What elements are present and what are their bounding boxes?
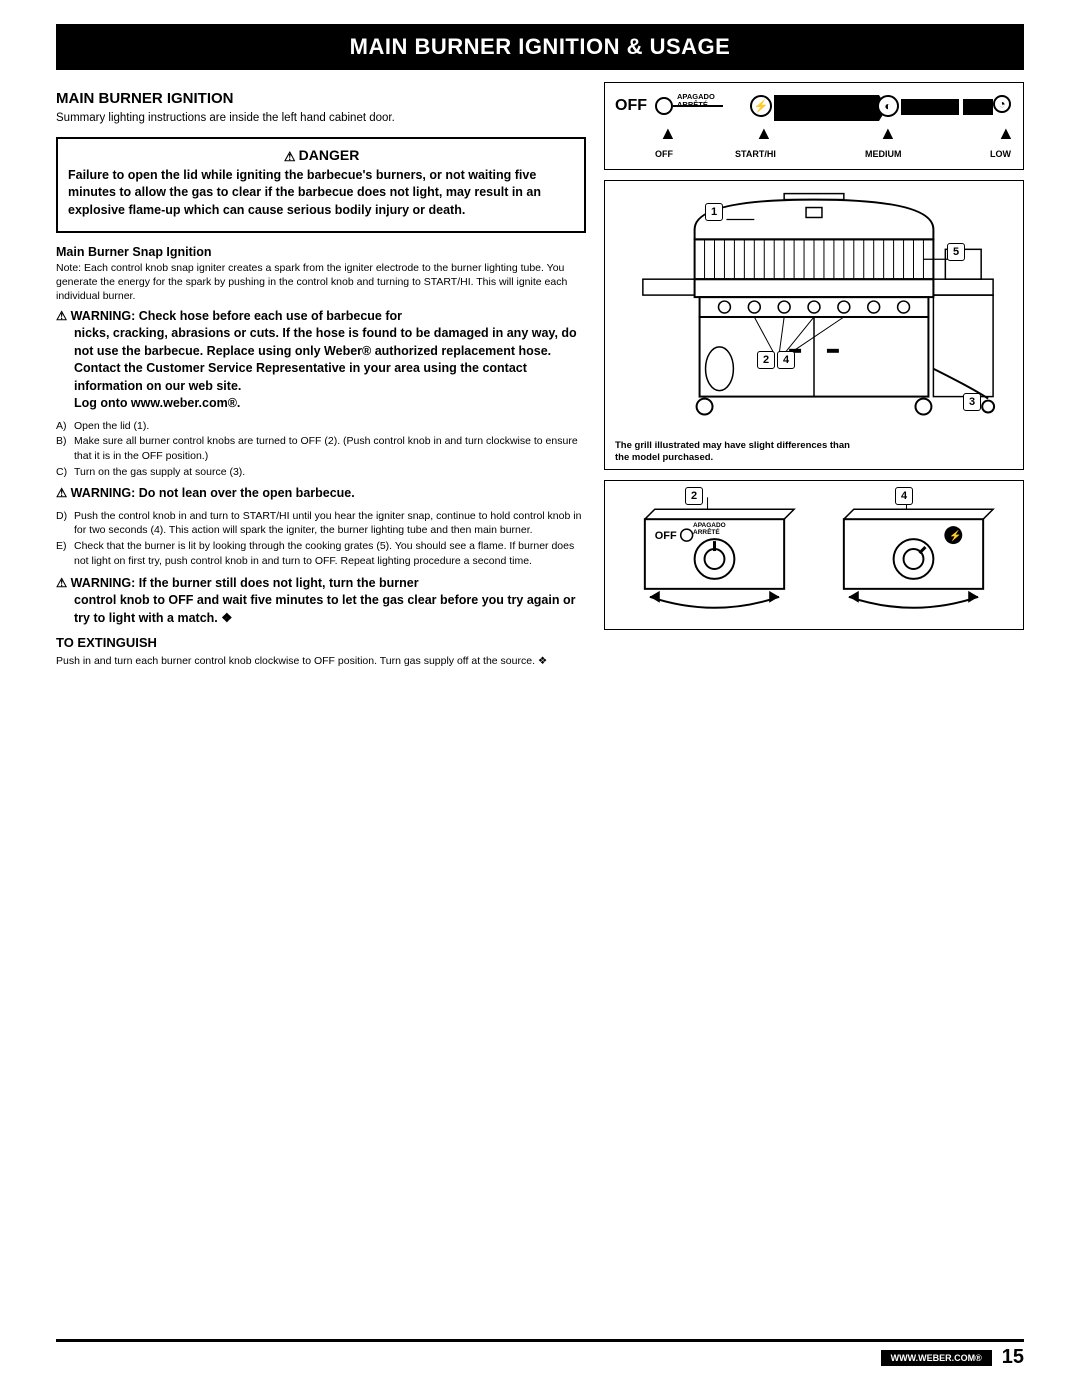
pos-medium: MEDIUM — [865, 149, 902, 159]
arrow-up-icon: ▲ — [997, 123, 1015, 144]
danger-label: DANGER — [68, 147, 574, 163]
callout-2b: 2 — [685, 487, 703, 505]
step-text: Turn on the gas supply at source (3). — [74, 465, 586, 480]
spark-circle-icon: ⚡ — [750, 95, 772, 117]
marker: A) — [56, 419, 74, 434]
flame-low-icon: ◔ — [993, 95, 1011, 113]
marker: E) — [56, 539, 74, 568]
knob-illustration-icon: OFF ⚡ — [615, 489, 1013, 629]
step-text: Make sure all burner control knobs are t… — [74, 434, 586, 463]
marker: C) — [56, 465, 74, 480]
marker: D) — [56, 509, 74, 538]
bar2-icon — [963, 99, 993, 115]
arrow-up-icon: ▲ — [879, 123, 897, 144]
list-item: D)Push the control knob in and turn to S… — [56, 509, 586, 538]
right-column: OFF APAGADOARRÊTÉ ⚡ ◐ ◔ ▲ ▲ ▲ ▲ OFF STAR… — [604, 82, 1024, 668]
pos-off: OFF — [655, 149, 673, 159]
steps-list-2: D)Push the control knob in and turn to S… — [56, 509, 586, 569]
figure-dial-strip: OFF APAGADOARRÊTÉ ⚡ ◐ ◔ ▲ ▲ ▲ ▲ OFF STAR… — [604, 82, 1024, 170]
warning-triangle-icon — [283, 148, 297, 160]
arrow-up-icon: ▲ — [755, 123, 773, 144]
flame-hi-icon: ◐ — [877, 95, 899, 117]
intro-text: Summary lighting instructions are inside… — [56, 111, 586, 127]
step-text: Push the control knob in and turn to STA… — [74, 509, 586, 538]
callout-1: 1 — [705, 203, 723, 221]
figure-knob-closeup: 2 4 OFF — [604, 480, 1024, 630]
warn1-rest: nicks, cracking, abrasions or cuts. If t… — [56, 325, 586, 413]
step-text: Check that the burner is lit by looking … — [74, 539, 586, 568]
pos-starthi: START/HI — [735, 149, 776, 159]
arrete-sm: ARRÊTÉ — [693, 529, 720, 536]
danger-box: DANGER Failure to open the lid while ign… — [56, 137, 586, 234]
grill-illustration-icon — [615, 189, 1013, 439]
callout-5: 5 — [947, 243, 965, 261]
spark-glyph: ⚡ — [949, 529, 961, 542]
danger-text: Failure to open the lid while igniting t… — [68, 167, 574, 220]
left-column: MAIN BURNER IGNITION Summary lighting in… — [56, 82, 586, 668]
arrow-up-icon: ▲ — [659, 123, 677, 144]
section-heading: MAIN BURNER IGNITION — [56, 90, 586, 107]
off-label: OFF — [615, 97, 647, 115]
warning-3: ⚠ WARNING: If the burner still does not … — [56, 575, 586, 628]
off-circle-icon — [655, 97, 673, 115]
list-item: B)Make sure all burner control knobs are… — [56, 434, 586, 463]
off-text: OFF — [655, 530, 677, 542]
warning-1: ⚠ WARNING: Check hose before each use of… — [56, 308, 586, 413]
wedge-icon — [774, 95, 879, 121]
subheading: Main Burner Snap Ignition — [56, 245, 586, 259]
sublabel-knob: APAGADOARRÊTÉ — [693, 523, 726, 536]
page-number: 15 — [1002, 1346, 1024, 1369]
pos-low: LOW — [990, 149, 1011, 159]
page-title: MAIN BURNER IGNITION & USAGE — [56, 24, 1024, 70]
bar1-icon — [901, 99, 959, 115]
list-item: A)Open the lid (1). — [56, 419, 586, 434]
extinguish-text: Push in and turn each burner control kno… — [56, 654, 586, 668]
list-item: E)Check that the burner is lit by lookin… — [56, 539, 586, 568]
page-footer: WWW.WEBER.COM® 15 — [56, 1339, 1024, 1369]
warning-2: ⚠ WARNING: Do not lean over the open bar… — [56, 485, 586, 503]
steps-list-1: A)Open the lid (1). B)Make sure all burn… — [56, 419, 586, 480]
line-icon — [673, 105, 723, 107]
dial-strip: OFF APAGADOARRÊTÉ ⚡ ◐ ◔ ▲ ▲ ▲ ▲ OFF STAR… — [615, 91, 1013, 161]
callout-3: 3 — [963, 393, 981, 411]
warn1-lead: ⚠ WARNING: Check hose before each use of… — [56, 309, 402, 323]
danger-label-text: DANGER — [299, 147, 360, 163]
callout-2: 2 — [757, 351, 775, 369]
marker: B) — [56, 434, 74, 463]
extinguish-heading: TO EXTINGUISH — [56, 635, 586, 650]
warn3-rest: control knob to OFF and wait five minute… — [56, 592, 586, 627]
note-text: Note: Each control knob snap igniter cre… — [56, 261, 586, 304]
list-item: C)Turn on the gas supply at source (3). — [56, 465, 586, 480]
callout-4b: 4 — [895, 487, 913, 505]
footer-url: WWW.WEBER.COM® — [881, 1350, 992, 1366]
grill-note: The grill illustrated may have slight di… — [615, 440, 865, 463]
warn3-lead: ⚠ WARNING: If the burner still does not … — [56, 576, 419, 590]
figure-grill: 1 5 2 4 3 The grill illustrated may have… — [604, 180, 1024, 470]
step-text: Open the lid (1). — [74, 419, 586, 434]
content-columns: MAIN BURNER IGNITION Summary lighting in… — [56, 82, 1024, 668]
callout-4: 4 — [777, 351, 795, 369]
